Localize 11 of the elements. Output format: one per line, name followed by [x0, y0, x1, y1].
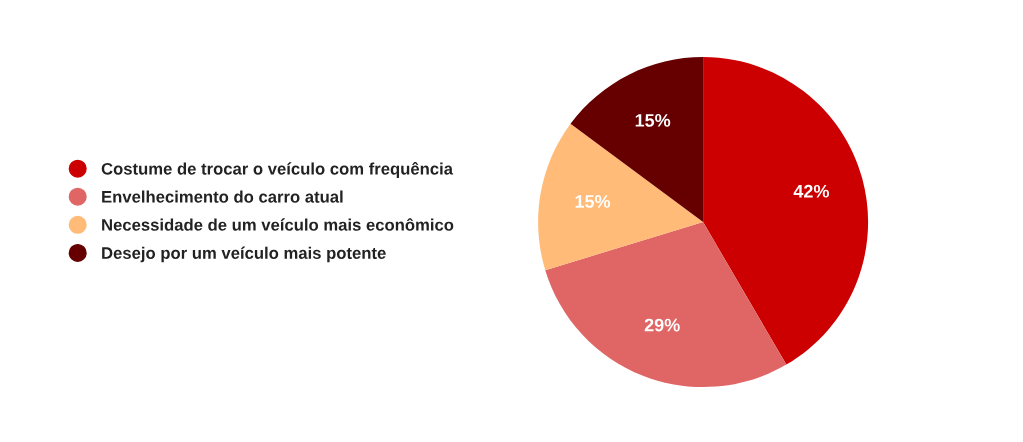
- pie-slice: [570, 57, 704, 223]
- pie-slice: [545, 222, 787, 388]
- legend-label: Costume de trocar o veículo com frequência: [101, 162, 454, 178]
- data-label: 29%: [644, 318, 680, 332]
- pie-slice: [703, 57, 869, 365]
- data-label: 42%: [793, 184, 830, 198]
- data-label: 15%: [575, 195, 611, 208]
- legend-label: Envelhecimento do carro atual: [102, 190, 343, 203]
- data-label: 15%: [635, 114, 671, 127]
- legend-label: Desejo por um veículo mais potente: [102, 246, 386, 263]
- legend-label: Necessidade de um veículo mais econômico: [102, 218, 454, 231]
